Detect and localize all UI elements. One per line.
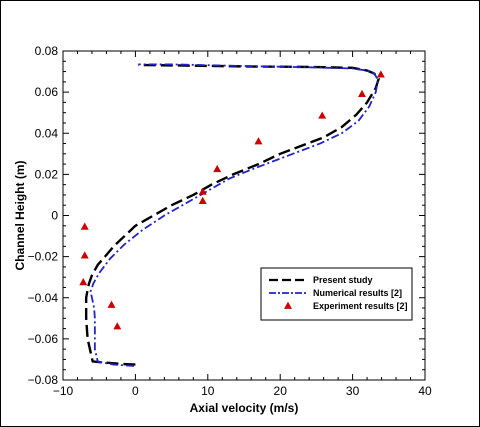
x-tick-label: −10	[53, 384, 74, 398]
y-tick-label: −0.08	[28, 373, 59, 387]
y-tick-label: 0.08	[35, 44, 59, 58]
x-tick-label: 20	[274, 384, 288, 398]
y-tick-label: 0.02	[35, 167, 59, 181]
series-group	[79, 63, 385, 367]
y-axis-title: Channel Height (m)	[13, 160, 27, 270]
plot-frame	[62, 50, 426, 381]
experiment-point	[113, 322, 122, 330]
experiment-point	[198, 187, 207, 195]
experiment-point	[198, 196, 207, 204]
y-tick-label: −0.04	[28, 291, 59, 305]
y-tick-label: 0.04	[35, 126, 59, 140]
legend-swatch-experiment-results	[284, 301, 292, 309]
y-tick-label: −0.02	[28, 250, 59, 264]
experiment-point	[107, 300, 116, 308]
legend-label-experiment-results: Experiment results [2]	[313, 301, 408, 311]
experiment-point	[79, 278, 88, 286]
experiment-point	[213, 164, 222, 173]
experiment-point	[376, 70, 385, 78]
legend-label-numerical-results: Numerical results [2]	[313, 288, 402, 298]
series-line-present-study	[84, 63, 380, 366]
experiment-point	[318, 111, 327, 119]
legend: Present study Numerical results [2] Expe…	[260, 267, 413, 321]
experiment-point	[254, 137, 263, 145]
y-tick-label: 0	[51, 209, 58, 223]
x-axis-title: Axial velocity (m/s)	[190, 401, 299, 415]
legend-box	[260, 267, 413, 321]
legend-label-present-study: Present study	[313, 275, 373, 285]
series-line-numerical-results	[89, 63, 379, 367]
experiment-point	[358, 89, 367, 98]
experiment-point	[80, 222, 89, 230]
experiment-point	[80, 251, 89, 259]
x-tick-label: 0	[132, 384, 139, 398]
x-tick-label: 30	[346, 384, 360, 398]
x-tick-label: 10	[201, 384, 215, 398]
x-tick-label: 40	[418, 384, 432, 398]
y-tick-label: 0.06	[35, 85, 59, 99]
y-tick-label: −0.06	[28, 332, 59, 346]
